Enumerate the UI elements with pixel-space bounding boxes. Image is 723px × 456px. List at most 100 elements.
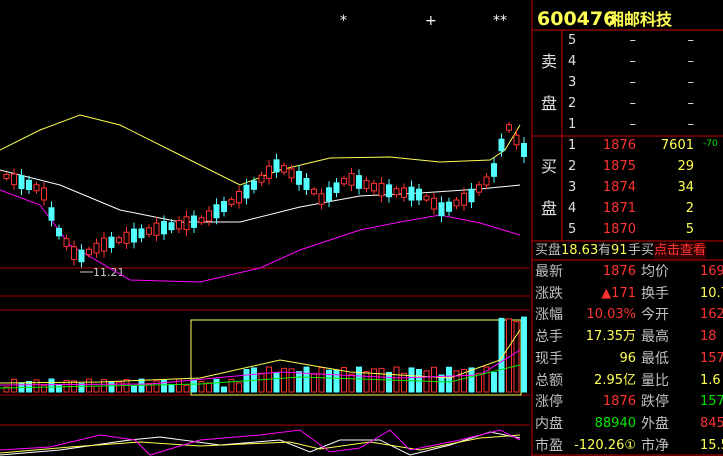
- ask-price: –: [629, 33, 637, 48]
- candle: [461, 192, 467, 206]
- volume-bar: [461, 368, 467, 393]
- volume-bar: [206, 382, 212, 393]
- candle: [78, 249, 85, 263]
- volume-bar: [386, 371, 392, 393]
- volume-bar: [198, 381, 205, 393]
- candle: [386, 184, 392, 198]
- volume-bar: [191, 379, 197, 393]
- candle: [41, 187, 47, 201]
- volume-bar: [521, 316, 527, 393]
- side-label: 盘: [541, 94, 558, 113]
- volume-bar: [356, 366, 362, 393]
- kdj-j: [0, 429, 521, 456]
- volume-bar: [498, 317, 505, 393]
- candle: [513, 134, 520, 146]
- candle: [161, 221, 167, 235]
- field-value: 169: [700, 264, 723, 279]
- volume-bar: [311, 373, 317, 393]
- ask-price: –: [629, 117, 637, 132]
- volume-bar: [273, 371, 280, 393]
- candle: [303, 177, 310, 191]
- candle: [281, 165, 287, 173]
- candle: [311, 188, 317, 195]
- candle: [521, 143, 527, 157]
- field-label: 换手: [641, 285, 669, 302]
- volume-bar: [93, 385, 100, 393]
- candle: [183, 216, 190, 231]
- candle: [11, 173, 17, 186]
- field-label: 均价: [641, 264, 669, 280]
- side-label: 买: [541, 157, 558, 176]
- volume-bar: [3, 386, 10, 393]
- candle: [506, 124, 512, 131]
- field-value: -120.26①: [574, 437, 636, 453]
- volume-bar: [48, 378, 55, 393]
- volume-bar: [363, 371, 370, 393]
- candle: [258, 174, 265, 183]
- candle: [198, 217, 205, 224]
- level: 3: [568, 180, 577, 195]
- bid-volume: 2: [685, 201, 694, 216]
- view-link[interactable]: 点击查看: [654, 243, 707, 259]
- field-label: 内盘: [535, 415, 563, 432]
- candle: [56, 227, 62, 237]
- candle: [93, 242, 100, 254]
- candle: [71, 246, 77, 260]
- ask-volume: –: [687, 54, 695, 69]
- field-label: 市净: [641, 437, 669, 454]
- candle: [138, 228, 145, 239]
- side-label: 卖: [541, 52, 558, 71]
- volume-bar: [341, 367, 347, 393]
- volume-bar: [108, 381, 115, 393]
- stock-name: 湘邮科技: [608, 10, 673, 29]
- candle: [266, 165, 272, 179]
- kline-chart: * + ** 11.21: [0, 13, 530, 456]
- volume-bar: [446, 366, 452, 393]
- level: 5: [568, 33, 577, 48]
- candle: [236, 191, 242, 204]
- field-value: 1876: [602, 394, 636, 410]
- field-label: 涨停: [535, 394, 563, 411]
- mark: *: [340, 13, 347, 29]
- level: 1: [568, 117, 577, 132]
- candle: [296, 170, 302, 185]
- field-label: 量比: [641, 372, 669, 389]
- field-value: 10.77: [700, 285, 723, 301]
- candle: [48, 207, 55, 221]
- candle: [333, 182, 340, 193]
- candle: [228, 198, 235, 205]
- bid-volume: 29: [677, 159, 694, 174]
- volume-bar: [183, 384, 190, 393]
- bid-price: 1871: [602, 201, 636, 216]
- kdj-k: [0, 431, 521, 456]
- volume-ma: [0, 364, 521, 389]
- summary: 18.63: [561, 243, 599, 258]
- field-value: 1.6: [700, 372, 721, 388]
- stock-code: 600476: [537, 8, 617, 30]
- candle: [393, 188, 400, 196]
- level: 2: [568, 96, 577, 111]
- mark: **: [493, 13, 507, 29]
- field-label: 最低: [641, 350, 669, 367]
- volume-bar: [41, 384, 47, 393]
- level: 5: [568, 222, 577, 237]
- field-label: 最高: [641, 329, 669, 346]
- candle: [146, 227, 152, 235]
- candle: [401, 187, 407, 198]
- volume-bar: [303, 366, 310, 393]
- volume-bar: [288, 368, 295, 393]
- volume-bar: [221, 386, 227, 393]
- field-value: 1876: [602, 264, 636, 279]
- candle: [221, 201, 227, 213]
- volume-bar: [476, 372, 482, 393]
- field-label: 今开: [641, 307, 669, 324]
- volume-bar: [438, 374, 445, 393]
- mark: +: [425, 13, 437, 29]
- volume-bar: [213, 378, 220, 393]
- upper-band: [0, 114, 521, 186]
- volume-bar: [491, 371, 497, 393]
- volume-ma: [0, 329, 521, 384]
- field-value: 18: [700, 329, 717, 345]
- field-value: 8451: [700, 415, 723, 431]
